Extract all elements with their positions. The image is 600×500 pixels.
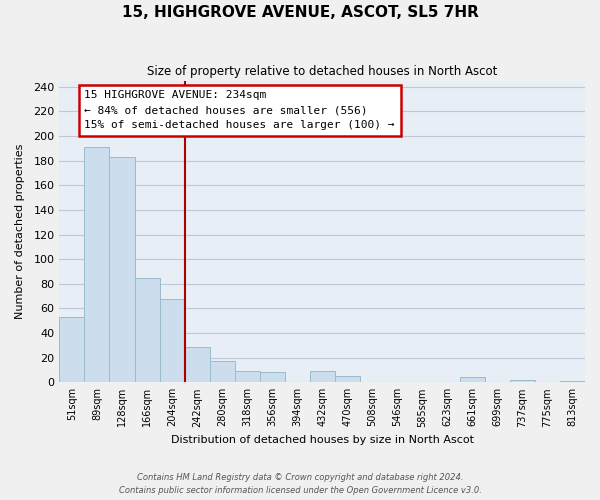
Bar [209, 362, 235, 382]
Bar [160, 298, 185, 382]
Bar [59, 317, 85, 382]
X-axis label: Distribution of detached houses by size in North Ascot: Distribution of detached houses by size … [171, 435, 474, 445]
Bar [134, 278, 160, 382]
Bar [335, 376, 360, 382]
Text: 15 HIGHGROVE AVENUE: 234sqm
← 84% of detached houses are smaller (556)
15% of se: 15 HIGHGROVE AVENUE: 234sqm ← 84% of det… [85, 90, 395, 130]
Bar [235, 371, 260, 382]
Title: Size of property relative to detached houses in North Ascot: Size of property relative to detached ho… [147, 65, 497, 78]
Bar [85, 147, 109, 382]
Bar [460, 378, 485, 382]
Bar [185, 346, 209, 382]
Bar [310, 371, 335, 382]
Y-axis label: Number of detached properties: Number of detached properties [15, 144, 25, 319]
Bar [260, 372, 284, 382]
Text: 15, HIGHGROVE AVENUE, ASCOT, SL5 7HR: 15, HIGHGROVE AVENUE, ASCOT, SL5 7HR [122, 5, 478, 20]
Bar [510, 380, 535, 382]
Bar [109, 157, 134, 382]
Text: Contains HM Land Registry data © Crown copyright and database right 2024.
Contai: Contains HM Land Registry data © Crown c… [119, 474, 481, 495]
Bar [560, 381, 585, 382]
